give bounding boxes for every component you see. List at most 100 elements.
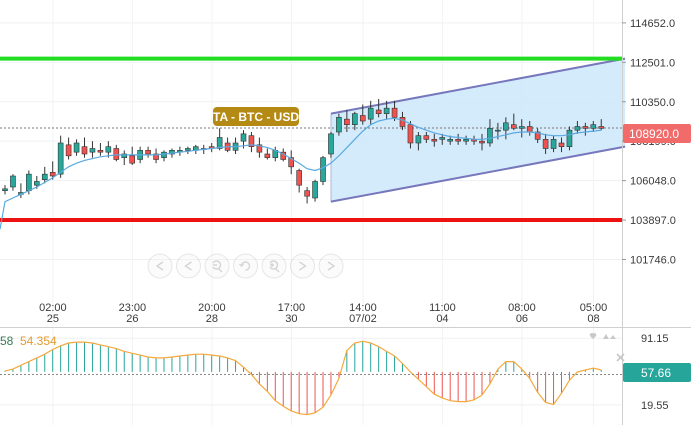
oscillator-current-label: 57.66 (641, 366, 671, 380)
oscillator-line (4, 340, 602, 416)
price-tick-label: 101746.0 (630, 254, 676, 266)
heart-icon[interactable] (589, 333, 597, 339)
time-tick-label: 14:00 (349, 302, 377, 314)
candle (18, 183, 24, 198)
candle-body (296, 170, 302, 186)
candle (232, 137, 239, 154)
candle-body (487, 128, 493, 144)
osc-tick-label: 91.15 (641, 333, 669, 345)
candle (208, 143, 215, 153)
candle-body (447, 139, 454, 142)
arrow-right-icon[interactable] (290, 253, 315, 279)
candle (320, 155, 326, 186)
candle-body (169, 150, 175, 155)
toolbar-button-bg[interactable] (290, 253, 315, 279)
time-tick-label: 08:00 (508, 302, 536, 314)
date-tick-label: 30 (285, 313, 297, 325)
candle (224, 137, 231, 153)
toolbar-button-bg[interactable] (261, 253, 287, 279)
trend-channel[interactable] (330, 57, 626, 203)
last-price-label: 108920.0 (629, 127, 679, 141)
price-grid (0, 0, 622, 425)
toolbar-button-bg[interactable] (233, 253, 258, 279)
candle (479, 133, 485, 151)
candle-body (161, 151, 167, 158)
candle-body (574, 126, 581, 131)
zoom-in-icon[interactable] (261, 253, 287, 279)
candle-body (153, 153, 159, 160)
toolbar-button-bg[interactable] (176, 253, 201, 279)
candle-body (431, 139, 438, 142)
candle-body (351, 113, 358, 125)
candle (582, 122, 589, 136)
candle-body (10, 175, 16, 188)
toolbar-button-bg[interactable] (147, 253, 173, 279)
candle (439, 133, 446, 145)
candle-body (344, 118, 350, 125)
candle-body (375, 109, 382, 114)
date-tick-label: 07/02 (349, 313, 377, 325)
candle (510, 113, 517, 131)
candle-body (216, 137, 223, 149)
last-price-marker: 108920.0 (623, 124, 691, 143)
price-axis[interactable]: 114652.0112501.0110350.0108199.0106048.0… (622, 18, 676, 267)
date-tick-label: 06 (516, 313, 528, 325)
candle-body (145, 150, 151, 155)
candle-body (129, 155, 135, 164)
candle (542, 133, 549, 154)
osc-tick-label: 19.55 (641, 400, 669, 412)
oscillator-panel-controls[interactable] (589, 333, 625, 362)
candle (407, 121, 414, 149)
candle (264, 148, 271, 160)
candle-body (248, 135, 255, 147)
candle (113, 144, 120, 162)
candle (487, 119, 493, 147)
candle-body (256, 144, 263, 153)
channel-upper-line[interactable] (330, 57, 626, 115)
channel-lower-line[interactable] (330, 145, 626, 203)
date-tick-label: 26 (126, 313, 138, 325)
arrow-left-icon-glyph (184, 261, 192, 271)
candle (161, 150, 167, 162)
date-tick-label: 28 (206, 313, 218, 325)
candle (177, 146, 183, 156)
candle (272, 146, 279, 162)
candle (256, 137, 263, 158)
candle (566, 126, 573, 151)
candle (328, 132, 334, 158)
candle (351, 111, 358, 131)
candle (590, 121, 597, 132)
zoom-out-icon[interactable] (204, 253, 230, 279)
candle-body (534, 131, 541, 140)
chart-title: TA - BTC - USD (213, 110, 299, 124)
symbol-badge[interactable]: TA - BTC - USD (213, 107, 299, 126)
candle (105, 141, 112, 158)
horizontal-lines[interactable] (0, 56, 622, 223)
candle-body (518, 126, 525, 129)
candle (312, 179, 318, 202)
time-tick-label: 23:00 (119, 302, 147, 314)
arrow-right-icon[interactable] (318, 253, 344, 279)
arrow-left-icon[interactable] (147, 253, 173, 279)
navigation-toolbar[interactable] (147, 253, 344, 279)
close-icon[interactable] (616, 353, 625, 362)
toolbar-button-bg[interactable] (204, 253, 230, 279)
candle-body (415, 135, 422, 144)
settings-icon[interactable] (603, 334, 616, 339)
candle (518, 119, 525, 138)
candle-body (26, 173, 32, 191)
arrow-left-icon[interactable] (176, 253, 201, 279)
candle-body (65, 144, 72, 157)
candle-body (495, 129, 501, 132)
arrow-right-icon-glyph (299, 261, 307, 271)
reset-icon[interactable] (233, 253, 258, 279)
price-tick-label: 112501.0 (630, 57, 675, 69)
candle-body (304, 190, 310, 197)
candle-body (89, 148, 96, 153)
candle (193, 144, 199, 154)
oscillator-header-left: 58 (0, 334, 14, 348)
toolbar-button-bg[interactable] (318, 253, 344, 279)
